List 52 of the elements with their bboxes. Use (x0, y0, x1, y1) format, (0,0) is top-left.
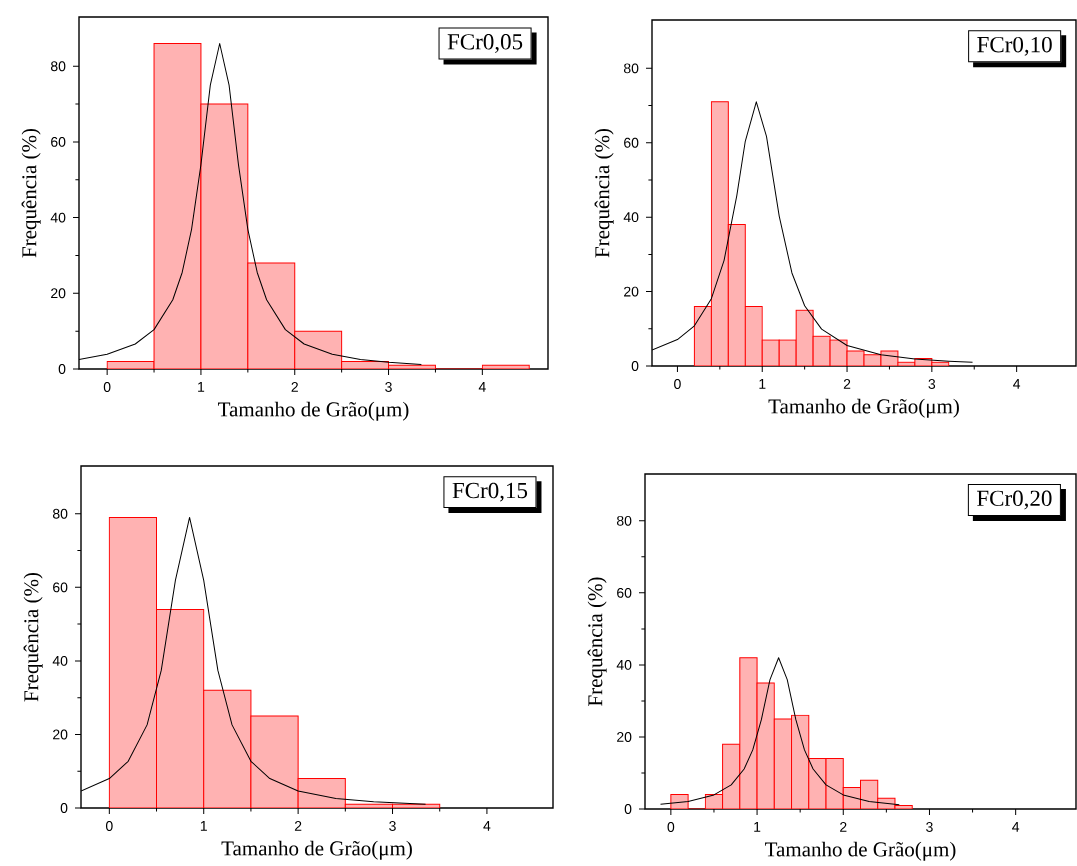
y-tick-label: 0 (58, 364, 66, 374)
x-tick-label: 2 (843, 379, 851, 389)
y-tick-label: 40 (623, 212, 639, 223)
x-tick-label: 1 (759, 379, 766, 389)
y-tick-label: 20 (53, 729, 68, 740)
x-tick-label: 0 (103, 382, 111, 392)
x-axis-title: Tamanho de Grão(μm) (768, 398, 959, 418)
x-tick-label: 4 (483, 821, 491, 831)
y-tick-label: 60 (624, 137, 639, 148)
y-tick-label: 20 (51, 288, 66, 299)
x-tick-label: 2 (840, 822, 847, 832)
x-tick-label: 3 (928, 379, 936, 389)
x-tick-label: 1 (200, 821, 207, 831)
y-tick-label: 60 (51, 136, 66, 147)
y-axis-title: Frequência (%) (23, 572, 43, 702)
annotation: FCr0,05 (447, 34, 523, 53)
y-tick-label: 80 (50, 61, 66, 72)
y-tick-label: 0 (60, 803, 68, 813)
x-tick-label: 3 (926, 822, 933, 832)
x-tick-label: 0 (105, 821, 113, 831)
annotation: FCr0,20 (977, 490, 1052, 510)
annotation: FCr0,15 (452, 482, 528, 502)
y-tick-label: 20 (617, 732, 632, 742)
x-tick-label: 1 (754, 822, 761, 832)
y-tick-label: 0 (631, 361, 639, 371)
annotation: FCr0,10 (977, 36, 1052, 56)
x-tick-label: 0 (674, 379, 681, 389)
y-tick-label: 20 (624, 286, 639, 297)
y-axis-title: Frequência (%) (21, 128, 41, 258)
x-tick-label: 3 (389, 821, 396, 831)
x-tick-label: 2 (294, 821, 302, 831)
x-axis-title: Tamanho de Grão(μm) (221, 840, 412, 860)
x-tick-label: 4 (1013, 379, 1021, 389)
x-tick-label: 2 (291, 382, 298, 392)
x-tick-label: 0 (667, 822, 675, 832)
y-tick-label: 0 (624, 804, 632, 814)
x-tick-label: 3 (385, 382, 392, 392)
y-tick-label: 60 (617, 587, 632, 598)
x-axis-title: Tamanho de Grão(μm) (765, 841, 956, 861)
x-tick-label: 1 (198, 382, 205, 392)
y-tick-label: 80 (623, 63, 639, 74)
y-tick-label: 80 (616, 515, 632, 526)
y-tick-label: 40 (50, 212, 66, 223)
y-axis-title: Frequência (%) (587, 577, 607, 706)
x-axis-title: Tamanho de Grão(μm) (218, 401, 409, 421)
y-axis-title: Frequência (%) (594, 128, 614, 258)
x-tick-label: 4 (1012, 822, 1020, 832)
y-tick-label: 40 (616, 659, 632, 670)
x-tick-label: 4 (478, 382, 486, 392)
y-tick-label: 40 (52, 655, 68, 666)
y-tick-label: 60 (53, 582, 68, 593)
y-tick-label: 80 (52, 508, 68, 519)
